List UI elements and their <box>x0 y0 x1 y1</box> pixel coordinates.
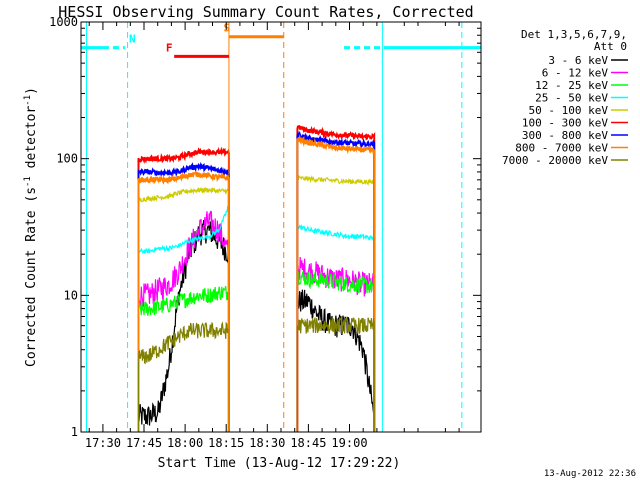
legend-entry-label: 25 - 50 keV <box>535 92 608 105</box>
legend-entry-label: 7000 - 20000 keV <box>502 154 608 167</box>
flag-f-label: F <box>166 41 173 54</box>
series-line-7 <box>296 130 376 432</box>
legend-entry-label: 300 - 800 keV <box>522 129 608 142</box>
series-line-3 <box>296 271 375 432</box>
series-line-3 <box>137 285 230 432</box>
x-tick-label: 18:15 <box>208 436 244 450</box>
series-line-1 <box>137 219 230 432</box>
series-line-6 <box>296 125 376 432</box>
series-line-9 <box>296 315 375 432</box>
legend-entry-label: 800 - 7000 keV <box>515 142 608 155</box>
legend-header: Det 1,3,5,6,7,9, <box>521 28 627 41</box>
flag-n-label: N <box>129 33 136 46</box>
series-line-4 <box>137 204 230 432</box>
series-line-1 <box>296 289 375 432</box>
x-tick-label: 17:45 <box>126 436 162 450</box>
legend-entry-label: 50 - 100 keV <box>529 104 609 117</box>
y-axis-label-sup1: -1 <box>23 176 33 187</box>
y-axis: 1 10 100 1000 <box>49 15 481 439</box>
y-axis-label-main: Corrected Count Rate (s <box>24 187 39 367</box>
y-tick-label: 100 <box>56 152 78 166</box>
series-line-6 <box>137 146 230 432</box>
legend-entry-label: 100 - 300 keV <box>522 117 608 130</box>
x-tick-label: 18:00 <box>167 436 203 450</box>
y-tick-label: 1000 <box>49 15 78 29</box>
series-line-4 <box>296 224 375 432</box>
y-tick-label: 10 <box>64 288 78 302</box>
y-tick-label: 1 <box>71 425 78 439</box>
y-axis-label: Corrected Count Rate (s-1 detector-1) <box>23 87 39 367</box>
x-tick-label: 19:00 <box>331 436 367 450</box>
y-axis-label-end: ) <box>24 87 39 95</box>
flags-layer: N S F <box>81 22 481 432</box>
series-line-5 <box>296 174 375 432</box>
x-axis-label: Start Time (13-Aug-12 17:29:22) <box>158 456 401 471</box>
series-line-7 <box>137 161 230 432</box>
legend-entry-label: 6 - 12 keV <box>542 67 609 80</box>
series-line-5 <box>137 186 230 432</box>
legend-entry-label: 12 - 25 keV <box>535 79 608 92</box>
x-tick-label: 17:30 <box>85 436 121 450</box>
series-line-8 <box>137 171 230 432</box>
series-layer <box>137 125 376 432</box>
flag-s-label: S <box>223 22 230 35</box>
legend-header: Att 0 <box>594 40 627 53</box>
y-axis-label-sup2: -1 <box>23 95 33 106</box>
series-line-8 <box>296 134 376 432</box>
legend-entry-label: 3 - 6 keV <box>548 54 608 67</box>
x-axis: 17:30 17:45 18:00 18:15 18:30 18:45 19:00 <box>85 22 460 450</box>
chart-title: HESSI Observing Summary Count Rates, Cor… <box>58 3 473 21</box>
footer-timestamp: 13-Aug-2012 22:36 <box>544 469 636 479</box>
x-tick-label: 18:45 <box>290 436 326 450</box>
plot-frame <box>80 21 482 433</box>
x-tick-label: 18:30 <box>249 436 285 450</box>
series-line-9 <box>137 321 230 432</box>
y-axis-label-mid: detector <box>24 106 39 177</box>
